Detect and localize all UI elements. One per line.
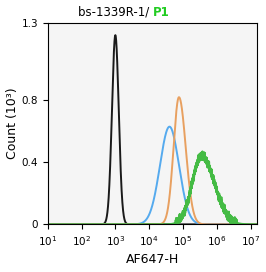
Text: bs-1339R-1/: bs-1339R-1/ [78, 6, 153, 19]
Text: P1: P1 [153, 6, 169, 19]
X-axis label: AF647-H: AF647-H [126, 254, 179, 267]
Y-axis label: Count (10³): Count (10³) [6, 88, 19, 159]
